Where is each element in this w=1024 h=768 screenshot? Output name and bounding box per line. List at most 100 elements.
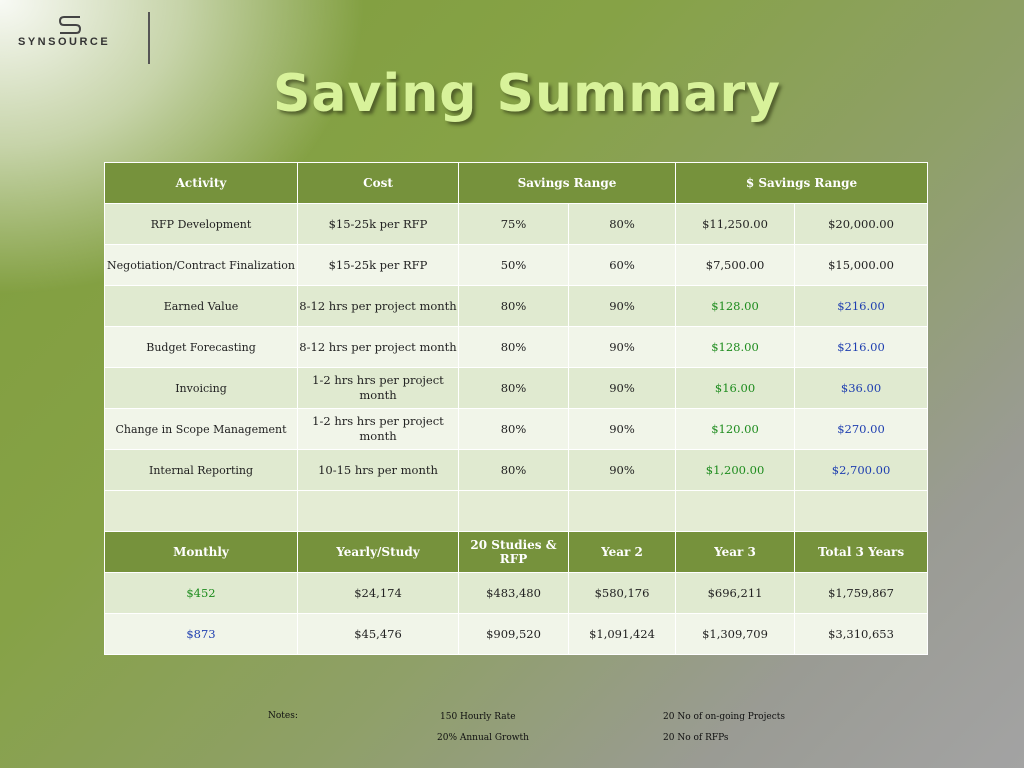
header-20-studies: 20 Studies & RFP [458, 531, 569, 573]
total-cell: $3,310,653 [794, 613, 929, 655]
year2-cell: $580,176 [567, 572, 677, 614]
empty-cell [104, 490, 298, 532]
dollar-low-cell: $128.00 [675, 285, 796, 327]
cost-cell: $15-25k per RFP [297, 203, 459, 245]
table-row: Budget Forecasting 8-12 hrs per project … [104, 326, 929, 368]
year3-cell: $696,211 [675, 572, 796, 614]
table-header-row: Activity Cost Savings Range $ Savings Ra… [104, 162, 929, 204]
dollar-low-value: $1,200.00 [705, 463, 765, 477]
total-cell: $1,759,867 [794, 572, 929, 614]
dollar-low-value: $128.00 [711, 299, 759, 313]
empty-cell [675, 490, 796, 532]
dollar-low-value: $120.00 [711, 422, 759, 436]
savings-high-cell: 80% [567, 203, 677, 245]
summary-header-row: Monthly Yearly/Study 20 Studies & RFP Ye… [104, 531, 929, 573]
savings-high-cell: 90% [567, 285, 677, 327]
dollar-low-cell: $11,250.00 [675, 203, 796, 245]
studies-cell: $483,480 [458, 572, 569, 614]
dollar-high-value: $270.00 [837, 422, 885, 436]
dollar-low-cell: $1,200.00 [675, 449, 796, 491]
savings-high-cell: 90% [567, 449, 677, 491]
note-annual-growth: 20% Annual Growth [437, 733, 529, 743]
dollar-high-cell: $20,000.00 [794, 203, 929, 245]
header-year-3: Year 3 [675, 531, 796, 573]
dollar-high-cell: $2,700.00 [794, 449, 929, 491]
header-total-3-years: Total 3 Years [794, 531, 929, 573]
activity-cell: Invoicing [104, 367, 298, 409]
activity-cell: Negotiation/Contract Finalization [104, 244, 298, 286]
monthly-cell: $873 [104, 613, 298, 655]
savings-low-cell: 75% [458, 203, 569, 245]
synsource-logo: SYNSOURCE [18, 14, 128, 54]
empty-cell [297, 490, 459, 532]
studies-cell: $909,520 [458, 613, 569, 655]
dollar-high-value: $216.00 [837, 299, 885, 313]
header-yearly-study: Yearly/Study [297, 531, 459, 573]
table-row: Change in Scope Management 1-2 hrs hrs p… [104, 408, 929, 450]
monthly-value: $873 [186, 627, 216, 641]
notes-label: Notes: [268, 711, 298, 721]
table-row: Internal Reporting 10-15 hrs per month 8… [104, 449, 929, 491]
dollar-low-value: $128.00 [711, 340, 759, 354]
header-activity: Activity [104, 162, 298, 204]
savings-high-cell: 90% [567, 326, 677, 368]
savings-high-cell: 90% [567, 367, 677, 409]
page-title: Saving Summary [272, 64, 782, 124]
note-rfps: 20 No of RFPs [663, 733, 729, 743]
summary-row: $452 $24,174 $483,480 $580,176 $696,211 … [104, 572, 929, 614]
savings-table: Activity Cost Savings Range $ Savings Ra… [104, 162, 929, 655]
header-dollar-savings-range: $ Savings Range [675, 162, 929, 204]
savings-low-cell: 80% [458, 285, 569, 327]
yearly-cell: $24,174 [297, 572, 459, 614]
savings-low-cell: 50% [458, 244, 569, 286]
dollar-high-cell: $216.00 [794, 326, 929, 368]
dollar-high-value: $36.00 [840, 381, 882, 395]
savings-high-cell: 60% [567, 244, 677, 286]
activity-cell: Earned Value [104, 285, 298, 327]
monthly-value: $452 [186, 586, 216, 600]
dollar-high-value: $2,700.00 [831, 463, 891, 477]
monthly-cell: $452 [104, 572, 298, 614]
spacer-row [104, 490, 929, 532]
savings-high-cell: 90% [567, 408, 677, 450]
logo-divider [148, 12, 150, 64]
dollar-low-cell: $120.00 [675, 408, 796, 450]
table-row: Earned Value 8-12 hrs per project month … [104, 285, 929, 327]
header-monthly: Monthly [104, 531, 298, 573]
cost-cell: 1-2 hrs hrs per project month [297, 408, 459, 450]
header-cost: Cost [297, 162, 459, 204]
table-row: Negotiation/Contract Finalization $15-25… [104, 244, 929, 286]
year2-cell: $1,091,424 [567, 613, 677, 655]
dollar-high-cell: $36.00 [794, 367, 929, 409]
dollar-high-cell: $15,000.00 [794, 244, 929, 286]
empty-cell [794, 490, 929, 532]
activity-cell: Change in Scope Management [104, 408, 298, 450]
empty-cell [458, 490, 569, 532]
activity-cell: Internal Reporting [104, 449, 298, 491]
dollar-high-value: $216.00 [837, 340, 885, 354]
yearly-cell: $45,476 [297, 613, 459, 655]
table-row: Invoicing 1-2 hrs hrs per project month … [104, 367, 929, 409]
dollar-low-cell: $7,500.00 [675, 244, 796, 286]
empty-cell [567, 490, 677, 532]
cost-cell: $15-25k per RFP [297, 244, 459, 286]
dollar-low-value: $16.00 [714, 381, 756, 395]
logo-text: SYNSOURCE [18, 36, 111, 48]
activity-cell: RFP Development [104, 203, 298, 245]
table-row: RFP Development $15-25k per RFP 75% 80% … [104, 203, 929, 245]
cost-cell: 8-12 hrs per project month [297, 326, 459, 368]
cost-cell: 8-12 hrs per project month [297, 285, 459, 327]
year3-cell: $1,309,709 [675, 613, 796, 655]
savings-low-cell: 80% [458, 367, 569, 409]
logo-s-icon [58, 16, 82, 34]
dollar-high-cell: $216.00 [794, 285, 929, 327]
dollar-low-cell: $16.00 [675, 367, 796, 409]
savings-low-cell: 80% [458, 408, 569, 450]
summary-row: $873 $45,476 $909,520 $1,091,424 $1,309,… [104, 613, 929, 655]
savings-low-cell: 80% [458, 449, 569, 491]
savings-low-cell: 80% [458, 326, 569, 368]
note-hourly-rate: 150 Hourly Rate [440, 712, 516, 722]
cost-cell: 1-2 hrs hrs per project month [297, 367, 459, 409]
dollar-low-cell: $128.00 [675, 326, 796, 368]
dollar-high-cell: $270.00 [794, 408, 929, 450]
